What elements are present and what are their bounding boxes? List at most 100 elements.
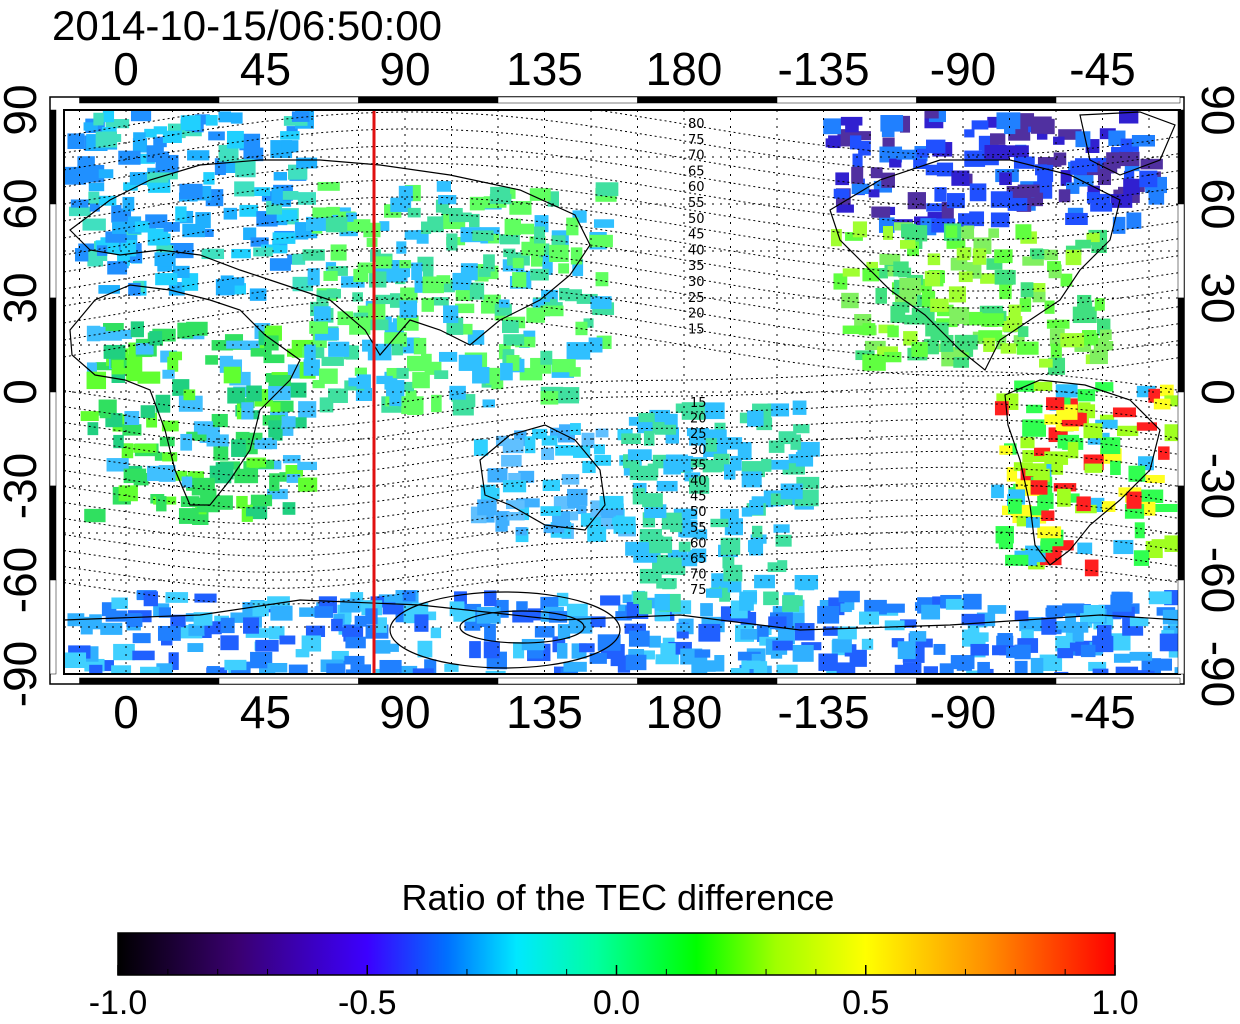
tec-data-patch: [1067, 207, 1084, 217]
tec-data-patch: [793, 424, 810, 434]
tec-data-patch: [345, 636, 366, 649]
tec-data-patch: [195, 430, 211, 441]
tec-data-patch: [720, 537, 741, 555]
axis-bar-top: [916, 96, 1057, 104]
tec-data-patch: [1012, 505, 1023, 524]
tec-data-patch: [98, 660, 114, 672]
tec-data-patch: [472, 366, 490, 384]
tec-data-patch: [89, 614, 102, 630]
mlat-label-north: 50: [688, 212, 705, 227]
mlat-contour-north: [64, 145, 1180, 207]
tec-data-patch: [1099, 329, 1112, 341]
tec-data-patch: [281, 416, 296, 428]
tec-data-patch: [542, 479, 561, 492]
tec-data-patch: [482, 399, 496, 408]
tec-data-patch: [954, 334, 978, 350]
tec-data-patch: [268, 375, 291, 387]
tec-data-patch: [1035, 164, 1048, 176]
tec-data-patch: [194, 114, 210, 125]
tec-data-patch: [968, 632, 989, 642]
tec-data-patch: [600, 595, 621, 606]
tec-data-patch: [838, 590, 860, 603]
tec-data-patch: [714, 655, 725, 672]
tec-data-patch: [832, 638, 852, 653]
tec-data-patch: [181, 476, 193, 488]
mlat-label-south: 55: [690, 521, 707, 536]
mlat-contour-north: [64, 111, 1180, 173]
tec-data-patch: [887, 325, 899, 338]
tec-data-patch: [557, 624, 571, 640]
tec-data-patch: [773, 524, 790, 533]
tec-data-patch: [559, 287, 570, 301]
tec-data-patch: [999, 282, 1012, 300]
tec-data-patch: [962, 593, 982, 610]
tec-data-patch: [1133, 550, 1149, 566]
tec-data-patch: [879, 253, 901, 265]
tec-data-patch: [644, 504, 667, 519]
tec-data-patch: [999, 445, 1013, 455]
tec-data-patch: [741, 660, 761, 670]
axis-bar-right: [1177, 391, 1185, 487]
tec-data-patch: [379, 221, 390, 231]
tec-data-patch: [539, 243, 550, 258]
lon-tick-label-bottom: -45: [1069, 686, 1135, 738]
europe-asia-outline: [69, 159, 591, 357]
tec-data-patch: [379, 659, 402, 673]
axis-bar-top: [358, 96, 499, 104]
tec-data-patch: [286, 126, 298, 136]
tec-data-patch: [1057, 648, 1074, 659]
tec-data-patch: [972, 248, 987, 265]
tec-data-patch: [270, 605, 293, 621]
tec-data-patch: [297, 192, 316, 205]
lat-tick-label-right: -90: [1192, 641, 1240, 707]
tec-data-patch: [862, 354, 886, 371]
tec-data-patch: [581, 432, 595, 449]
tec-data-patch: [1030, 506, 1049, 516]
tec-data-patch: [1053, 483, 1077, 492]
tec-data-patch: [312, 207, 333, 218]
tec-data-patch: [595, 428, 609, 438]
tec-data-patch: [833, 273, 848, 290]
tec-data-patch: [776, 664, 798, 674]
tec-data-patch: [558, 263, 570, 274]
tec-data-patch: [206, 434, 229, 447]
tec-data-patch: [298, 401, 317, 418]
tec-data-patch: [662, 557, 682, 569]
tec-data-patch: [835, 172, 850, 186]
tec-data-patch: [1115, 666, 1139, 674]
tec-data-patch: [971, 120, 989, 130]
tec-data-patch: [386, 367, 407, 379]
tec-data-patch: [478, 268, 491, 277]
tec-data-patch: [751, 525, 763, 538]
south-america-outline: [1004, 379, 1161, 566]
tec-data-patch: [1139, 170, 1158, 188]
tec-data-patch: [305, 216, 329, 232]
tec-data-patch: [317, 181, 340, 191]
tec-data-patch: [118, 150, 141, 165]
map-grid: [64, 109, 1180, 674]
tec-data-patch: [698, 623, 721, 642]
greenland-outline: [1079, 111, 1176, 176]
tec-data-patch: [230, 612, 244, 623]
tec-data-patch: [398, 185, 413, 202]
tec-data-patch: [296, 157, 318, 169]
tec-data-patch: [107, 261, 128, 275]
tec-data-patch: [1053, 136, 1065, 145]
colorbar-ticks: -1.0 -0.5 0.0 0.5 1.0: [89, 965, 1139, 1022]
tec-data-patch: [126, 613, 143, 627]
tec-data-patch: [321, 356, 344, 366]
tec-data-patch: [864, 340, 886, 351]
tec-data-patch: [325, 216, 348, 233]
tec-data-patch: [264, 335, 279, 351]
tec-data-patch: [250, 651, 273, 669]
tec-data-patch: [1124, 162, 1140, 172]
mlat-label-north: 35: [688, 259, 705, 274]
tec-data-patch: [1049, 460, 1064, 475]
lat-tick-labels-right: 90 60 30 0 -30 -60 -90: [1192, 84, 1240, 707]
tec-data-patch: [899, 619, 917, 628]
lon-tick-labels-bottom: 0 45 90 135 180 -135 -90 -45: [113, 686, 1136, 738]
axis-bar-bottom: [358, 677, 499, 685]
tec-data-patch: [65, 652, 87, 669]
tec-data-patch: [469, 213, 480, 228]
